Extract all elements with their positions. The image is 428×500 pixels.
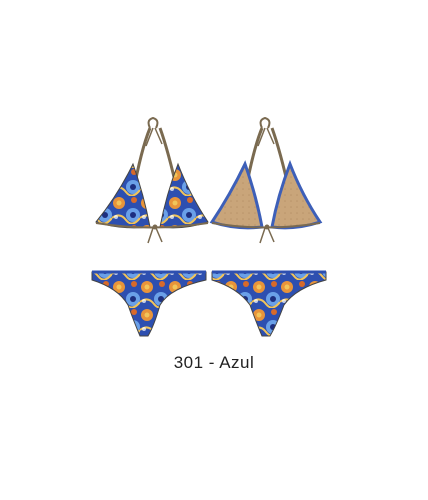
bikini-top-back (209, 116, 323, 244)
bikini-bottom-front (91, 270, 207, 337)
product-caption: 301 - Azul (173, 353, 255, 372)
bikini-top-front (95, 116, 209, 244)
bikini-bottom-back (211, 270, 327, 337)
